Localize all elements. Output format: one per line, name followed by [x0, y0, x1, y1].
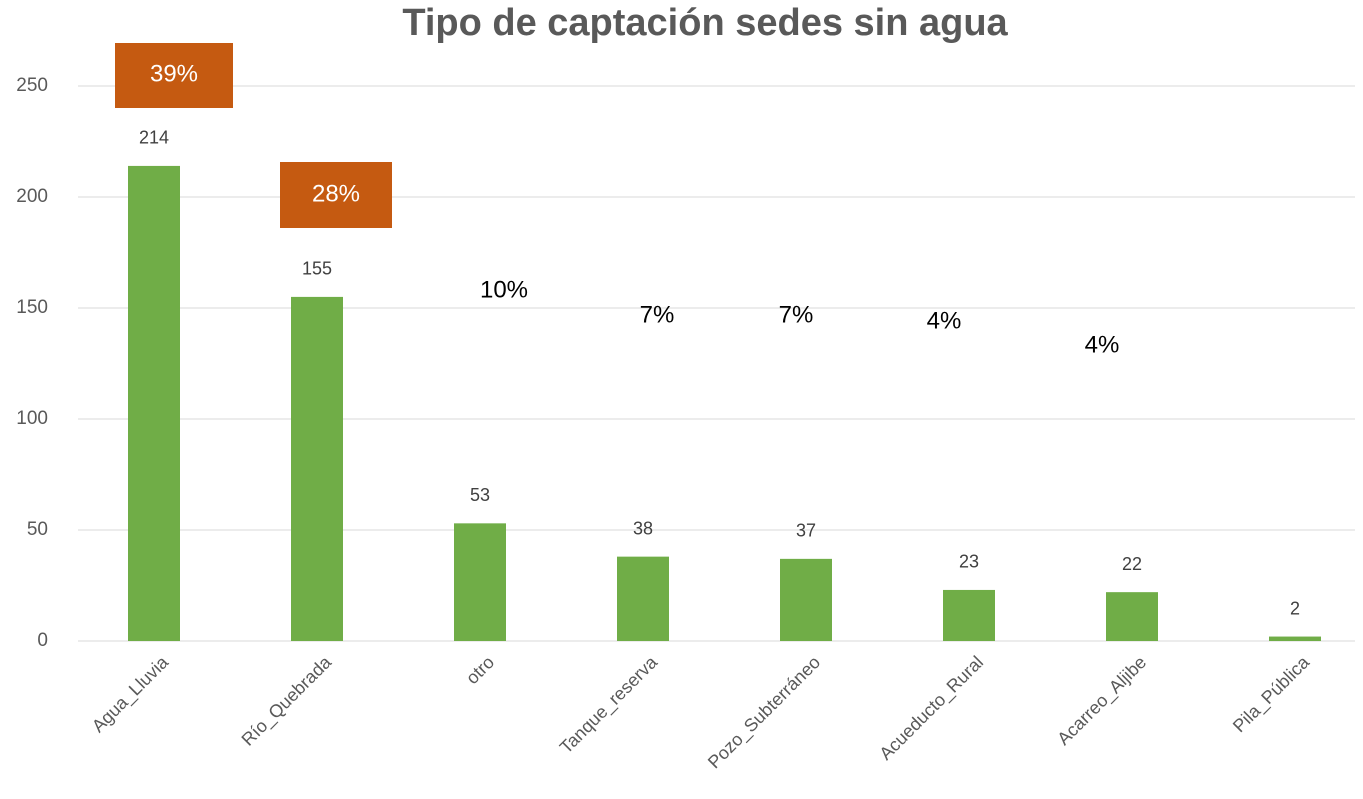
annotation: 4% — [927, 307, 962, 334]
annotation: 10% — [480, 276, 528, 303]
x-tick-label: Pila_Pública — [1229, 651, 1315, 737]
bar — [943, 589, 995, 641]
value-label: 214 — [139, 128, 169, 148]
annotation: 39% — [150, 60, 198, 87]
value-label: 155 — [302, 259, 332, 279]
x-tick-label: Acueducto_Rural — [875, 652, 987, 764]
x-tick-label: Pozo_Subterráneo — [704, 652, 825, 773]
value-label: 23 — [959, 552, 979, 572]
annotation: 28% — [312, 180, 360, 207]
value-label: 37 — [796, 521, 816, 541]
y-tick-label: 150 — [16, 297, 48, 318]
y-tick-label: 200 — [16, 186, 48, 207]
annotation-box — [280, 162, 392, 228]
bar — [128, 165, 180, 642]
bar — [617, 556, 669, 641]
annotation: 7% — [640, 301, 675, 328]
x-tick-label: Río_Quebrada — [238, 651, 337, 750]
y-tick-label: 250 — [16, 75, 48, 96]
bar — [454, 523, 506, 641]
value-label: 38 — [633, 518, 653, 538]
bar — [1269, 636, 1321, 641]
annotation: 7% — [779, 301, 814, 328]
y-tick-label: 50 — [27, 519, 48, 540]
annotation-box — [115, 43, 233, 108]
value-label: 22 — [1122, 554, 1142, 574]
value-label: 2 — [1290, 598, 1300, 618]
x-tick-label: Acarreo_Aljibe — [1053, 652, 1151, 750]
bar — [291, 296, 343, 641]
x-tick-label: Agua_Lluvia — [88, 651, 174, 737]
x-tick-label: otro — [462, 652, 498, 688]
bar — [1106, 592, 1158, 641]
annotation: 4% — [1085, 331, 1120, 358]
bar — [780, 558, 832, 641]
y-tick-label: 0 — [37, 630, 48, 651]
chart-title: Tipo de captación sedes sin agua — [402, 2, 1008, 44]
x-tick-label: Tanque_reserva — [556, 651, 663, 758]
value-label: 53 — [470, 485, 490, 505]
y-tick-label: 100 — [16, 408, 48, 429]
